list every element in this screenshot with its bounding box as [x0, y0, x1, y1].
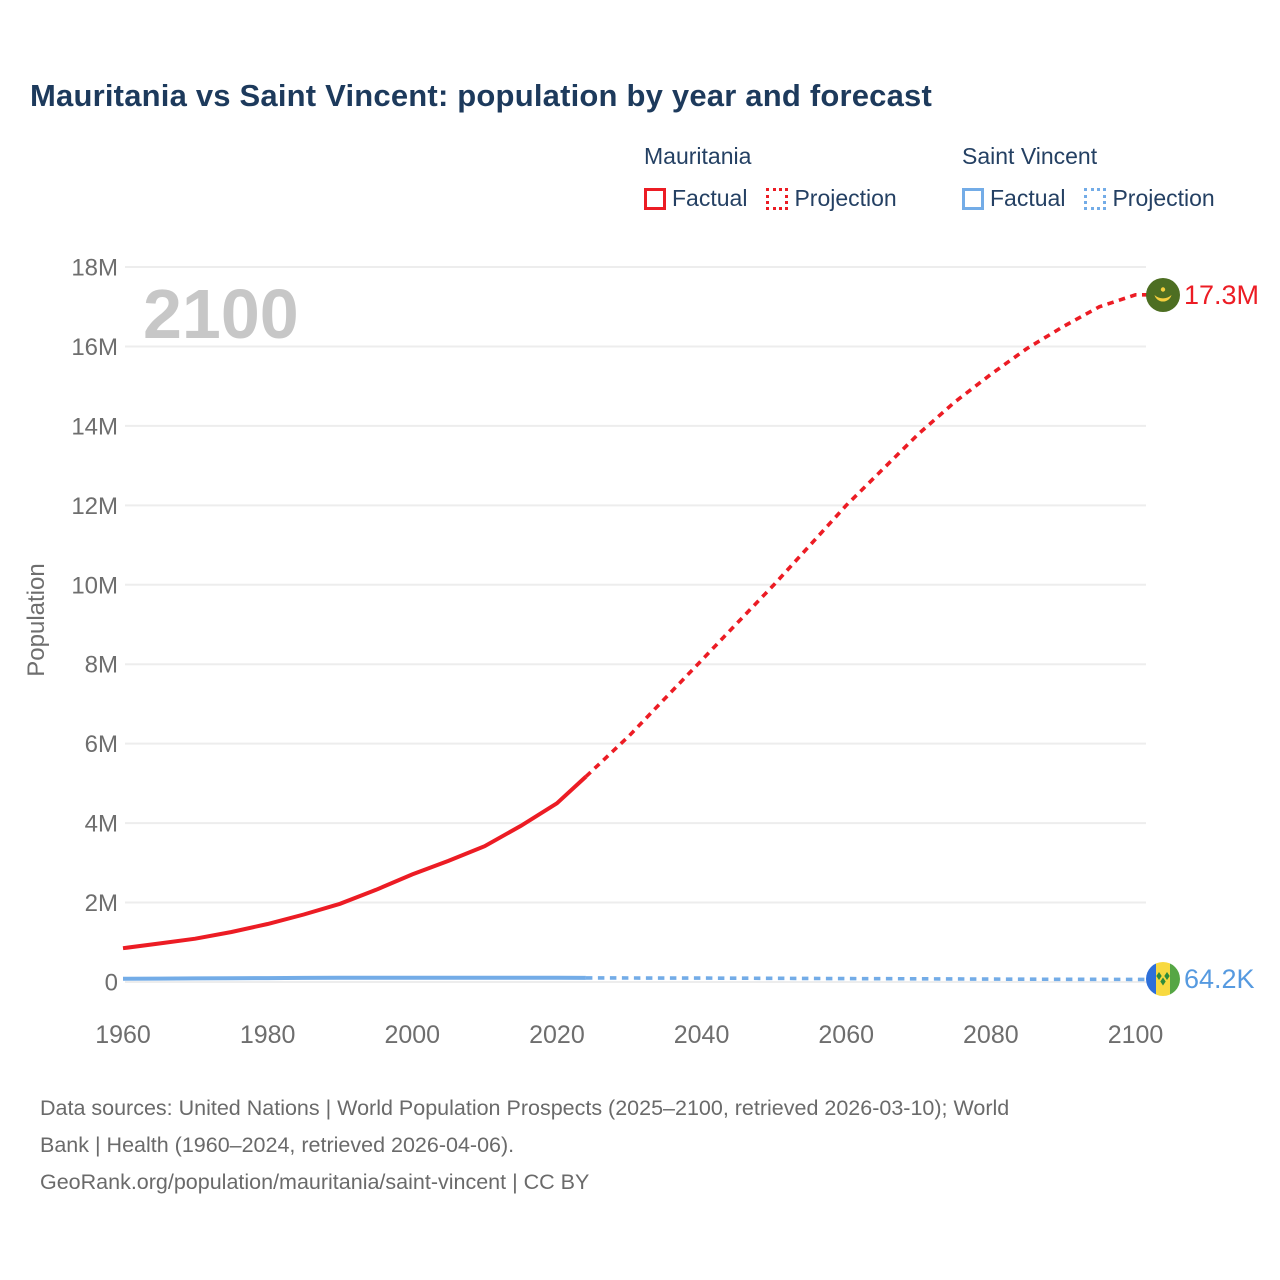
series-path: [585, 976, 1147, 982]
saint-vincent-end-value: 64.2K: [1184, 964, 1255, 994]
y-tick-label: 2M: [85, 890, 118, 917]
y-axis-title: Population: [23, 563, 50, 676]
solid-swatch-icon: [644, 187, 666, 210]
mauritania-end-value: 17.3M: [1184, 280, 1259, 310]
series-path: [122, 775, 588, 951]
y-tick-label: 4M: [85, 811, 118, 838]
page-title: Mauritania vs Saint Vincent: population …: [30, 78, 933, 113]
legend-group-label: Mauritania: [644, 143, 752, 169]
legend-entry-saint-vincent-projection[interactable]: Projection: [1084, 185, 1215, 212]
x-tick-label: 1980: [240, 1021, 296, 1049]
legend-entry-mauritania-projection[interactable]: Projection: [766, 185, 897, 212]
y-tick-label: 8M: [85, 652, 118, 679]
legend-row: Factual Projection: [962, 185, 1215, 212]
footer: Data sources: United Nations | World Pop…: [40, 1090, 1009, 1201]
series-path: [122, 975, 586, 981]
legend-entry-mauritania-factual[interactable]: Factual: [644, 185, 747, 212]
data-sources-line: Bank | Health (1960–2024, retrieved 2026…: [40, 1133, 515, 1157]
x-tick-label: 2100: [1108, 1021, 1164, 1049]
x-tick-label: 1960: [95, 1021, 151, 1049]
x-tick-label: 2020: [529, 1021, 585, 1049]
y-tick-label: 16M: [71, 334, 118, 361]
legend-row: Factual Projection: [644, 185, 897, 212]
y-tick-label: 18M: [71, 255, 118, 282]
legend-group-saint-vincent: Saint Vincent Factual Projection: [962, 143, 1215, 212]
legend-group-mauritania: Mauritania Factual Projection: [644, 143, 897, 212]
series-path: [584, 293, 1147, 778]
legend-group-label: Saint Vincent: [962, 143, 1098, 169]
legend-entry-label: Factual: [990, 185, 1066, 211]
y-tick-label: 0: [105, 970, 118, 997]
legend-entry-label: Projection: [1112, 185, 1215, 211]
y-tick-label: 10M: [71, 572, 118, 599]
series-layer: [122, 293, 1147, 982]
mauritania-flag-icon: [1146, 278, 1180, 312]
legend-entry-label: Factual: [672, 185, 748, 211]
y-tick-label: 12M: [71, 493, 118, 520]
gridline-layer: 0 2M 4M 6M 8M 10M 12M 14M 16M 18M 1960 1980 2000 2020…: [71, 255, 1163, 1049]
dotted-swatch-icon: [1084, 187, 1107, 210]
attribution-line: GeoRank.org/population/mauritania/saint-…: [40, 1170, 590, 1194]
x-tick-label: 2080: [963, 1021, 1019, 1049]
data-sources-line: Data sources: United Nations | World Pop…: [40, 1096, 1010, 1120]
x-tick-label: 2060: [818, 1021, 874, 1049]
legend-entry-label: Projection: [794, 185, 897, 211]
y-tick-label: 6M: [85, 731, 118, 758]
dotted-swatch-icon: [766, 187, 789, 210]
x-tick-label: 2000: [384, 1021, 440, 1049]
legend-entry-saint-vincent-factual[interactable]: Factual: [962, 185, 1065, 212]
x-tick-label: 2040: [674, 1021, 730, 1049]
saint-vincent-flag-icon: [1146, 962, 1180, 996]
solid-swatch-icon: [962, 187, 984, 210]
y-tick-label: 14M: [71, 413, 118, 440]
watermark-year: 2100: [143, 275, 299, 353]
